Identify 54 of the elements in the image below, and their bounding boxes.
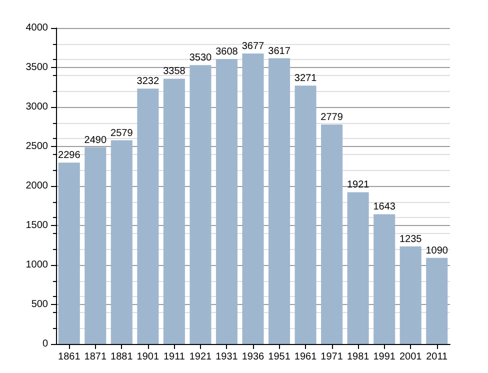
data-label: 2490 <box>84 134 107 146</box>
bar <box>374 214 396 344</box>
bar <box>137 88 159 344</box>
data-label: 3232 <box>136 76 160 88</box>
y-tick-label: 3500 <box>26 62 48 73</box>
y-tick-label: 3000 <box>26 102 48 112</box>
x-tick-label: 1931 <box>216 352 238 362</box>
bar <box>321 124 343 344</box>
data-label: 2579 <box>110 128 134 139</box>
data-label: 1921 <box>346 180 370 191</box>
bar <box>84 147 106 344</box>
y-tick-label: 1500 <box>26 220 48 231</box>
x-tick-label: 2001 <box>399 352 422 362</box>
data-label: 3271 <box>294 73 318 84</box>
y-tick-label: 2000 <box>26 180 48 192</box>
bar <box>58 162 80 344</box>
bar <box>426 258 448 344</box>
y-tick-label: 500 <box>31 299 48 310</box>
x-tick-label: 1991 <box>373 352 396 362</box>
bar <box>216 58 238 344</box>
x-tick-label: 1971 <box>320 352 344 362</box>
bar <box>242 54 264 344</box>
data-label: 3608 <box>216 46 238 58</box>
x-tick-label: 1921 <box>189 352 212 362</box>
data-label: 1090 <box>426 245 448 256</box>
bar <box>190 65 212 344</box>
data-label: 3617 <box>268 46 291 57</box>
data-label: 1643 <box>373 202 396 213</box>
data-label: 2296 <box>58 150 81 162</box>
y-tick-label: 2500 <box>26 141 48 152</box>
x-tick-label: 1861 <box>58 352 81 362</box>
y-tick-label: 1000 <box>26 260 48 270</box>
bar <box>110 140 132 344</box>
x-tick-label: 1981 <box>346 352 370 362</box>
data-label: 3677 <box>242 41 265 52</box>
x-tick-label: 1881 <box>110 352 134 362</box>
x-tick-label: 1911 <box>163 352 186 362</box>
x-tick-label: 1871 <box>84 352 107 362</box>
data-label: 2779 <box>320 112 344 123</box>
data-label: 1235 <box>399 234 422 245</box>
bar <box>347 192 369 344</box>
bar <box>268 58 290 344</box>
bar <box>400 246 422 344</box>
bar <box>163 78 185 344</box>
x-tick-label: 1951 <box>268 352 291 362</box>
y-tick-label: 0 <box>42 338 48 350</box>
x-tick-label: 1961 <box>294 352 318 362</box>
data-label: 3358 <box>163 66 186 78</box>
y-tick-label: 4000 <box>26 22 48 34</box>
data-label: 3530 <box>189 52 212 64</box>
x-tick-label: 1901 <box>136 352 160 362</box>
bar <box>294 86 316 344</box>
x-tick-label: 2011 <box>426 352 448 362</box>
x-tick-label: 1936 <box>242 352 265 362</box>
